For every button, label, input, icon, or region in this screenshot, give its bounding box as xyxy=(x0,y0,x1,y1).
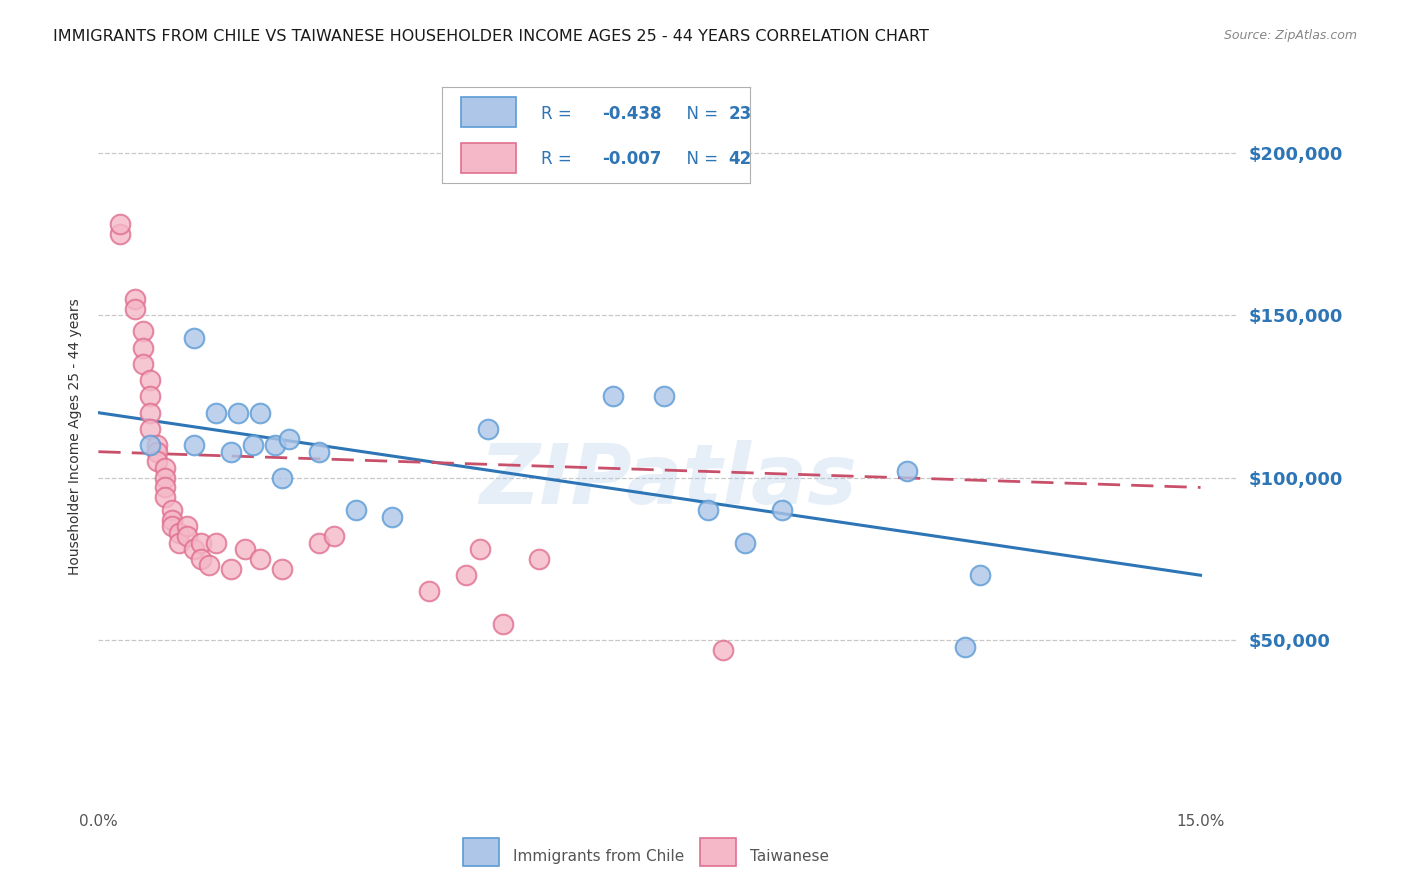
Point xyxy=(205,535,228,549)
Point xyxy=(139,373,162,387)
Point xyxy=(131,341,153,355)
Point xyxy=(160,503,183,517)
Point xyxy=(955,640,977,654)
Point xyxy=(308,444,330,458)
Point xyxy=(249,406,271,420)
Point xyxy=(322,529,344,543)
Point xyxy=(176,519,198,533)
Point xyxy=(454,568,477,582)
Point xyxy=(139,389,162,403)
Point xyxy=(176,529,198,543)
Point xyxy=(308,535,330,549)
Point xyxy=(529,552,551,566)
Point xyxy=(271,562,294,576)
Point xyxy=(219,444,242,458)
Point xyxy=(278,432,301,446)
Point xyxy=(470,542,492,557)
Text: ZIPatlas: ZIPatlas xyxy=(479,441,856,522)
Text: Source: ZipAtlas.com: Source: ZipAtlas.com xyxy=(1223,29,1357,42)
Point xyxy=(477,422,499,436)
Point xyxy=(146,454,169,468)
Point xyxy=(167,526,190,541)
Point xyxy=(131,325,153,339)
Point xyxy=(711,643,734,657)
Point xyxy=(344,503,367,517)
Point xyxy=(602,389,624,403)
Point xyxy=(153,471,176,485)
Point xyxy=(146,444,169,458)
Point xyxy=(190,552,212,566)
Point xyxy=(124,292,146,306)
Point xyxy=(139,438,162,452)
Point xyxy=(226,406,249,420)
Point xyxy=(183,331,205,345)
Point xyxy=(249,552,271,566)
Point xyxy=(734,535,756,549)
Point xyxy=(153,490,176,504)
Point xyxy=(167,535,190,549)
Text: IMMIGRANTS FROM CHILE VS TAIWANESE HOUSEHOLDER INCOME AGES 25 - 44 YEARS CORRELA: IMMIGRANTS FROM CHILE VS TAIWANESE HOUSE… xyxy=(53,29,929,44)
Point xyxy=(183,542,205,557)
Point xyxy=(124,301,146,316)
Point xyxy=(110,217,132,231)
Point xyxy=(381,509,404,524)
Point xyxy=(190,535,212,549)
Point xyxy=(969,568,991,582)
Point xyxy=(153,461,176,475)
Point xyxy=(183,438,205,452)
Point xyxy=(110,227,132,241)
Point xyxy=(139,406,162,420)
Point xyxy=(131,357,153,371)
Point xyxy=(896,464,918,478)
Point xyxy=(242,438,264,452)
Point xyxy=(197,558,219,573)
Point xyxy=(160,519,183,533)
Point xyxy=(271,471,294,485)
Point xyxy=(139,422,162,436)
Point xyxy=(491,617,513,632)
Y-axis label: Householder Income Ages 25 - 44 years: Householder Income Ages 25 - 44 years xyxy=(69,299,83,575)
Point xyxy=(418,584,440,599)
Point xyxy=(235,542,257,557)
Point xyxy=(697,503,720,517)
Point xyxy=(160,513,183,527)
Point xyxy=(205,406,228,420)
Point xyxy=(263,438,285,452)
Point xyxy=(219,562,242,576)
Point xyxy=(146,438,169,452)
Point xyxy=(770,503,793,517)
Point xyxy=(652,389,675,403)
Point xyxy=(153,480,176,494)
